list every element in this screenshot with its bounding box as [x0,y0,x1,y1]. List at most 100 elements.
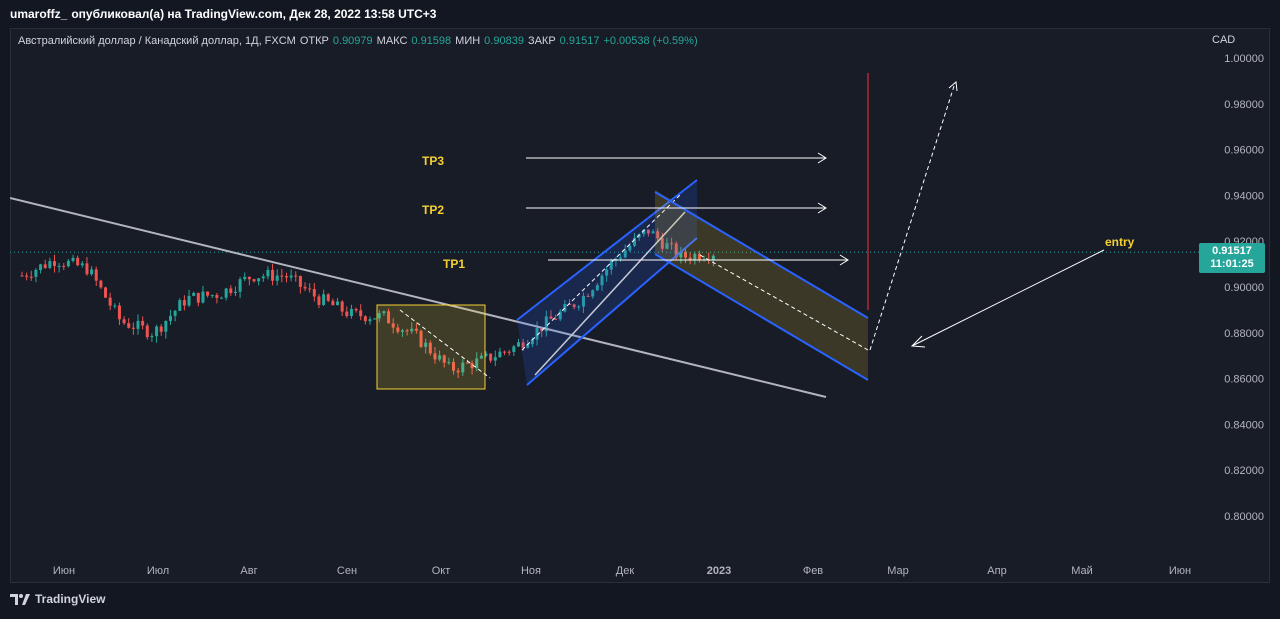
tp2-label: TP2 [422,203,444,217]
candle-body [526,344,530,348]
candle-body [155,326,159,337]
candle-body [108,297,112,306]
candle-body [303,286,307,289]
candle-body [456,370,460,373]
candle-body [489,353,493,361]
candle-body [377,313,381,319]
bar-countdown: 11:01:25 [1210,258,1254,270]
candle-body [141,320,145,326]
candle-body [530,339,534,345]
candle-body [419,330,423,347]
candle-body [90,269,94,275]
candle-body [206,291,210,296]
candle-body [568,303,572,305]
candle-body [373,318,377,320]
candle-body [605,269,609,276]
candle-body [336,301,340,306]
candle-body [298,276,302,287]
projection-dashed-line [869,82,956,351]
candle-body [581,295,585,307]
price-chart[interactable]: 1.000000.980000.960000.940000.920000.900… [10,28,1270,583]
rising-channel-mid [534,211,686,376]
candle-body [261,276,265,279]
candle-body [679,251,683,258]
currency-label[interactable]: CAD [1212,34,1236,46]
candle-body [405,330,409,332]
falling-channel-top [654,191,869,319]
candle-body [94,269,98,281]
candle-body [66,260,70,267]
candles-group [20,228,715,379]
candle-body [284,276,288,278]
candle-body [25,275,29,277]
candle-body [391,323,395,328]
tp1-arrow-head [839,254,849,266]
candle-body [577,306,581,308]
entry-label: entry [1105,235,1135,249]
falling-channel-fill [655,190,868,380]
candle-body [563,303,567,312]
projection-arrow-head [948,81,958,92]
candle-body [554,318,558,320]
candle-body [396,327,400,332]
price-tick-label: 0.82000 [1224,465,1264,477]
candle-body [697,253,701,260]
candle-body [178,300,182,311]
candle-body [670,243,674,245]
candle-body [359,310,363,317]
time-tick-label: Июн [1169,565,1191,577]
candle-body [187,295,191,306]
tradingview-footer[interactable]: TradingView [10,592,105,606]
candle-body [674,243,678,258]
candle-body [192,292,196,296]
candle-body [145,325,149,338]
consolidation-box [376,304,486,390]
candle-body [252,279,256,282]
time-tick-label: Окт [432,565,451,577]
candle-body [507,351,511,353]
candle-body [238,279,242,292]
candle-body [312,289,316,297]
tp3-arrow-head [817,152,827,164]
candle-body [345,311,349,316]
candle-body [591,290,595,297]
candle-body [595,285,599,291]
candle-body [475,358,479,369]
candle-body [131,327,135,329]
price-tick-label: 0.80000 [1224,511,1264,523]
candle-body [479,355,483,359]
candle-body [117,305,121,320]
candle-body [428,342,432,354]
candle-body [229,288,233,293]
time-tick-label: 2023 [707,565,731,577]
candle-body [326,294,330,301]
candle-body [196,292,200,303]
trend-line [10,197,827,398]
candle-body [354,308,358,311]
publish-header: umaroffz_ опубликовал(а) на TradingView.… [0,0,1280,28]
author-name[interactable]: umaroffz_ [10,7,68,21]
candle-body [57,265,61,267]
candle-body [400,330,404,332]
candle-body [516,342,520,347]
candle-body [549,316,553,319]
price-tick-label: 0.96000 [1224,145,1264,157]
symbol-description[interactable]: Австралийский доллар / Канадский доллар,… [18,35,296,47]
candle-body [266,269,270,277]
change-value: +0.00538 (+0.59%) [603,35,698,47]
candle-body [136,320,140,329]
candle-body [308,288,312,290]
price-tick-label: 0.88000 [1224,328,1264,340]
candle-body [275,275,279,281]
drawings-group: TP3 TP2 TP1 entry [10,73,1200,398]
chart-panel[interactable] [10,28,1270,583]
candle-body [382,311,386,314]
candle-body [442,355,446,363]
candle-body [173,310,177,316]
time-tick-label: Июл [147,565,169,577]
candle-body [294,275,298,277]
tp3-label: TP3 [422,154,444,168]
candle-body [447,362,451,364]
candle-body [85,263,89,275]
axis-ticks-group: 1.000000.980000.960000.940000.920000.900… [53,53,1264,577]
